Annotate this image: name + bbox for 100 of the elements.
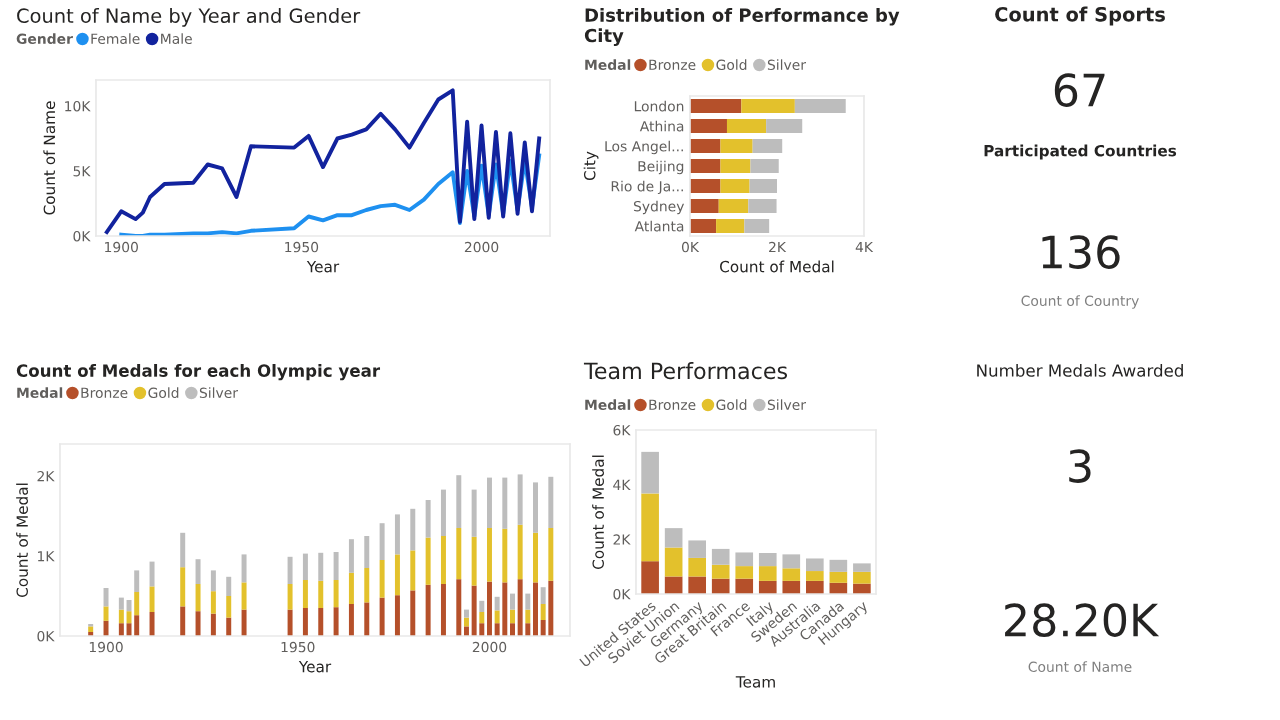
bar	[88, 626, 94, 632]
text: Count of Sports	[995, 6, 1165, 26]
bar	[440, 489, 446, 536]
bar	[348, 572, 354, 604]
bar	[744, 219, 770, 233]
bar	[690, 199, 719, 213]
bar	[410, 508, 416, 551]
bar	[829, 571, 848, 583]
chart-title: Team Performaces	[583, 362, 788, 380]
bar	[782, 580, 801, 594]
bar	[302, 608, 308, 636]
line-series	[104, 88, 542, 235]
bar	[210, 570, 216, 592]
bar	[735, 566, 754, 579]
bar	[134, 592, 140, 616]
bar	[425, 537, 431, 585]
bar	[463, 617, 469, 627]
bar	[103, 620, 109, 636]
bar	[752, 139, 783, 153]
bar	[749, 179, 777, 193]
bar	[509, 593, 515, 610]
bar	[690, 159, 721, 173]
bar	[118, 597, 124, 610]
bar	[241, 609, 247, 636]
bar	[735, 578, 754, 594]
bar	[806, 558, 824, 572]
bar	[126, 600, 132, 612]
bar	[333, 552, 339, 580]
bar	[758, 566, 777, 581]
bar	[103, 606, 109, 621]
text: 67	[1054, 73, 1105, 107]
bar	[716, 219, 745, 233]
bar	[149, 612, 155, 636]
bar	[494, 596, 500, 611]
bar	[226, 576, 232, 596]
bar	[718, 199, 749, 213]
bar	[517, 524, 523, 580]
bar	[394, 514, 400, 555]
bar	[410, 550, 416, 591]
bar	[806, 571, 824, 581]
bar	[853, 563, 871, 572]
bar	[517, 474, 523, 525]
bar	[456, 475, 462, 528]
text: 3	[1069, 449, 1091, 483]
bar	[348, 539, 354, 573]
bar	[486, 477, 492, 528]
line-series	[119, 153, 542, 236]
text: 28.20K	[1005, 603, 1160, 637]
bar	[180, 532, 186, 568]
bar	[479, 600, 485, 612]
bar	[688, 540, 706, 558]
bar	[806, 580, 824, 594]
bar	[195, 611, 201, 636]
bar	[502, 582, 508, 636]
bar	[425, 500, 431, 538]
bar	[364, 536, 370, 568]
bar	[118, 609, 124, 624]
bar	[394, 595, 400, 636]
bar	[664, 528, 683, 548]
bar	[318, 552, 324, 581]
bar	[766, 119, 803, 133]
bar	[720, 159, 751, 173]
bar	[853, 571, 871, 584]
bar	[741, 99, 795, 113]
bar	[525, 609, 531, 624]
bar	[180, 567, 186, 607]
bar	[720, 139, 753, 153]
bar	[149, 586, 155, 612]
bar	[548, 476, 554, 528]
bar	[456, 579, 462, 636]
bar	[302, 553, 308, 580]
bar	[711, 578, 730, 594]
bar	[690, 119, 727, 133]
bar	[502, 477, 508, 529]
bar	[782, 568, 801, 581]
bar	[758, 553, 777, 567]
bar	[690, 219, 717, 233]
bar	[471, 585, 477, 636]
bar	[318, 580, 324, 608]
bar	[726, 119, 767, 133]
bar	[471, 489, 477, 537]
bar	[241, 582, 247, 610]
bar	[758, 580, 777, 594]
bar	[517, 579, 523, 636]
bar	[195, 584, 201, 612]
bar	[829, 559, 848, 572]
bar	[690, 99, 742, 113]
bar	[149, 561, 155, 587]
chart-title: Count of Name by Year and Gender	[17, 8, 361, 27]
chart-title: Count of Medals for each Olympic year	[16, 364, 381, 381]
bar	[641, 561, 659, 594]
bar	[425, 584, 431, 636]
bar	[126, 623, 132, 636]
bar	[720, 179, 750, 193]
bar	[509, 609, 515, 624]
chart-title: Distribution of Performance by City	[584, 8, 900, 46]
text: 136	[1042, 235, 1120, 269]
bar	[690, 179, 721, 193]
bar	[134, 570, 140, 592]
bar	[494, 610, 500, 624]
